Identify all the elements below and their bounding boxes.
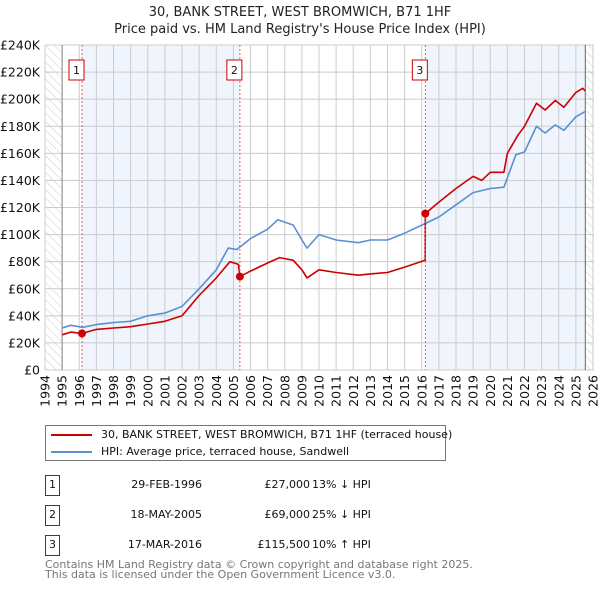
x-tick-label: 1999 bbox=[123, 375, 138, 407]
footer: Contains HM Land Registry data © Crown c… bbox=[45, 558, 473, 581]
legend-label: HPI: Average price, terraced house, Sand… bbox=[101, 445, 350, 458]
x-tick-label: 2003 bbox=[192, 375, 207, 407]
y-tick-label: £200K bbox=[0, 92, 41, 107]
x-tick-label: 2001 bbox=[157, 375, 172, 407]
x-tick-label: 2000 bbox=[140, 375, 155, 407]
x-tick-label: 2012 bbox=[346, 375, 361, 407]
footer-line: Contains HM Land Registry data © Crown c… bbox=[45, 558, 473, 571]
x-tick-label: 2004 bbox=[209, 375, 224, 407]
x-tick-label: 2017 bbox=[431, 375, 446, 407]
legend-item-hpi: HPI: Average price, terraced house, Sand… bbox=[46, 444, 445, 460]
sale-date: 17-MAR-2016 bbox=[127, 538, 202, 551]
legend: 30, BANK STREET, WEST BROMWICH, B71 1HF … bbox=[45, 425, 452, 461]
x-tick-label: 2005 bbox=[226, 375, 241, 407]
sale-hpi-diff: 13% ↓ HPI bbox=[312, 478, 371, 491]
y-tick-label: £220K bbox=[0, 65, 41, 80]
x-tick-label: 1998 bbox=[106, 375, 121, 407]
sale-label: 2 bbox=[231, 64, 238, 77]
sale-point bbox=[421, 209, 430, 218]
x-tick-label: 2019 bbox=[466, 375, 481, 407]
legend-swatch-blue bbox=[51, 451, 92, 453]
x-tick-label: 2018 bbox=[449, 375, 464, 407]
sale-number-badge: 1 bbox=[45, 475, 60, 496]
x-tick-label: 2011 bbox=[329, 375, 344, 407]
x-tick-label: 1996 bbox=[72, 375, 87, 407]
sale-number-badge: 3 bbox=[45, 535, 60, 556]
sale-price: £69,000 bbox=[264, 508, 311, 521]
x-tick-label: 2013 bbox=[363, 375, 378, 407]
x-tick-label: 2020 bbox=[483, 375, 498, 407]
sale-price: £115,500 bbox=[257, 538, 311, 551]
sale-label: 3 bbox=[416, 64, 423, 77]
y-tick-label: £60K bbox=[8, 281, 41, 296]
y-tick-label: £180K bbox=[0, 119, 41, 134]
x-tick-label: 2024 bbox=[551, 375, 566, 407]
x-tick-label: 2015 bbox=[397, 375, 412, 407]
legend-label: 30, BANK STREET, WEST BROMWICH, B71 1HF … bbox=[101, 428, 453, 441]
x-tick-label: 2007 bbox=[260, 375, 275, 407]
x-tick-label: 2025 bbox=[568, 375, 583, 407]
chart-title: 30, BANK STREET, WEST BROMWICH, B71 1HF bbox=[149, 5, 452, 20]
footer-line: This data is licensed under the Open Gov… bbox=[45, 568, 396, 581]
y-tick-label: £0 bbox=[24, 363, 40, 378]
sale-label-box bbox=[411, 59, 428, 81]
sale-number-badge: 2 bbox=[45, 505, 60, 526]
sale-point bbox=[235, 272, 244, 281]
x-tick-label: 2009 bbox=[294, 375, 309, 407]
x-tick-label: 2002 bbox=[175, 375, 190, 407]
sale-row: 3 17-MAR-2016 £115,500 10% ↑ HPI bbox=[45, 535, 445, 556]
sale-label: 1 bbox=[73, 64, 80, 77]
sale-hpi-diff: 10% ↑ HPI bbox=[312, 538, 371, 551]
sale-label-box bbox=[68, 59, 85, 81]
legend-swatch-red bbox=[51, 434, 92, 436]
sale-row: 1 29-FEB-1996 £27,000 13% ↓ HPI bbox=[45, 475, 445, 496]
y-tick-label: £100K bbox=[0, 227, 41, 242]
price-chart: 30, BANK STREET, WEST BROMWICH, B71 1HF … bbox=[0, 5, 600, 407]
y-tick-label: £120K bbox=[0, 200, 41, 215]
x-tick-label: 2006 bbox=[243, 375, 258, 407]
y-tick-label: £20K bbox=[8, 335, 41, 350]
x-tick-label: 2010 bbox=[312, 375, 327, 407]
x-tick-label: 2021 bbox=[500, 375, 515, 407]
chart-subtitle: Price paid vs. HM Land Registry's House … bbox=[114, 22, 486, 37]
y-tick-label: £80K bbox=[8, 254, 41, 269]
y-tick-label: £160K bbox=[0, 146, 41, 161]
property-price-line bbox=[61, 87, 586, 336]
sale-hpi-diff: 25% ↓ HPI bbox=[312, 508, 371, 521]
x-tick-label: 1994 bbox=[38, 375, 53, 407]
x-tick-label: 2023 bbox=[534, 375, 549, 407]
y-tick-label: £240K bbox=[0, 38, 41, 53]
x-tick-label: 2016 bbox=[414, 375, 429, 407]
sale-date: 29-FEB-1996 bbox=[131, 478, 202, 491]
sale-label-box bbox=[226, 59, 243, 81]
x-tick-label: 2014 bbox=[380, 375, 395, 407]
y-tick-label: £40K bbox=[8, 308, 41, 323]
sale-date: 18-MAY-2005 bbox=[130, 508, 202, 521]
hpi-line bbox=[61, 110, 586, 329]
sale-price: £27,000 bbox=[264, 478, 311, 491]
x-tick-label: 2022 bbox=[517, 375, 532, 407]
sale-row: 2 18-MAY-2005 £69,000 25% ↓ HPI bbox=[45, 505, 445, 526]
legend-item-property: 30, BANK STREET, WEST BROMWICH, B71 1HF … bbox=[46, 427, 452, 443]
sale-point bbox=[77, 329, 86, 338]
x-tick-label: 2008 bbox=[277, 375, 292, 407]
x-tick-label: 1995 bbox=[55, 375, 70, 407]
x-tick-label: 1997 bbox=[89, 375, 104, 407]
y-tick-label: £140K bbox=[0, 173, 41, 188]
x-tick-label: 2026 bbox=[586, 375, 600, 407]
